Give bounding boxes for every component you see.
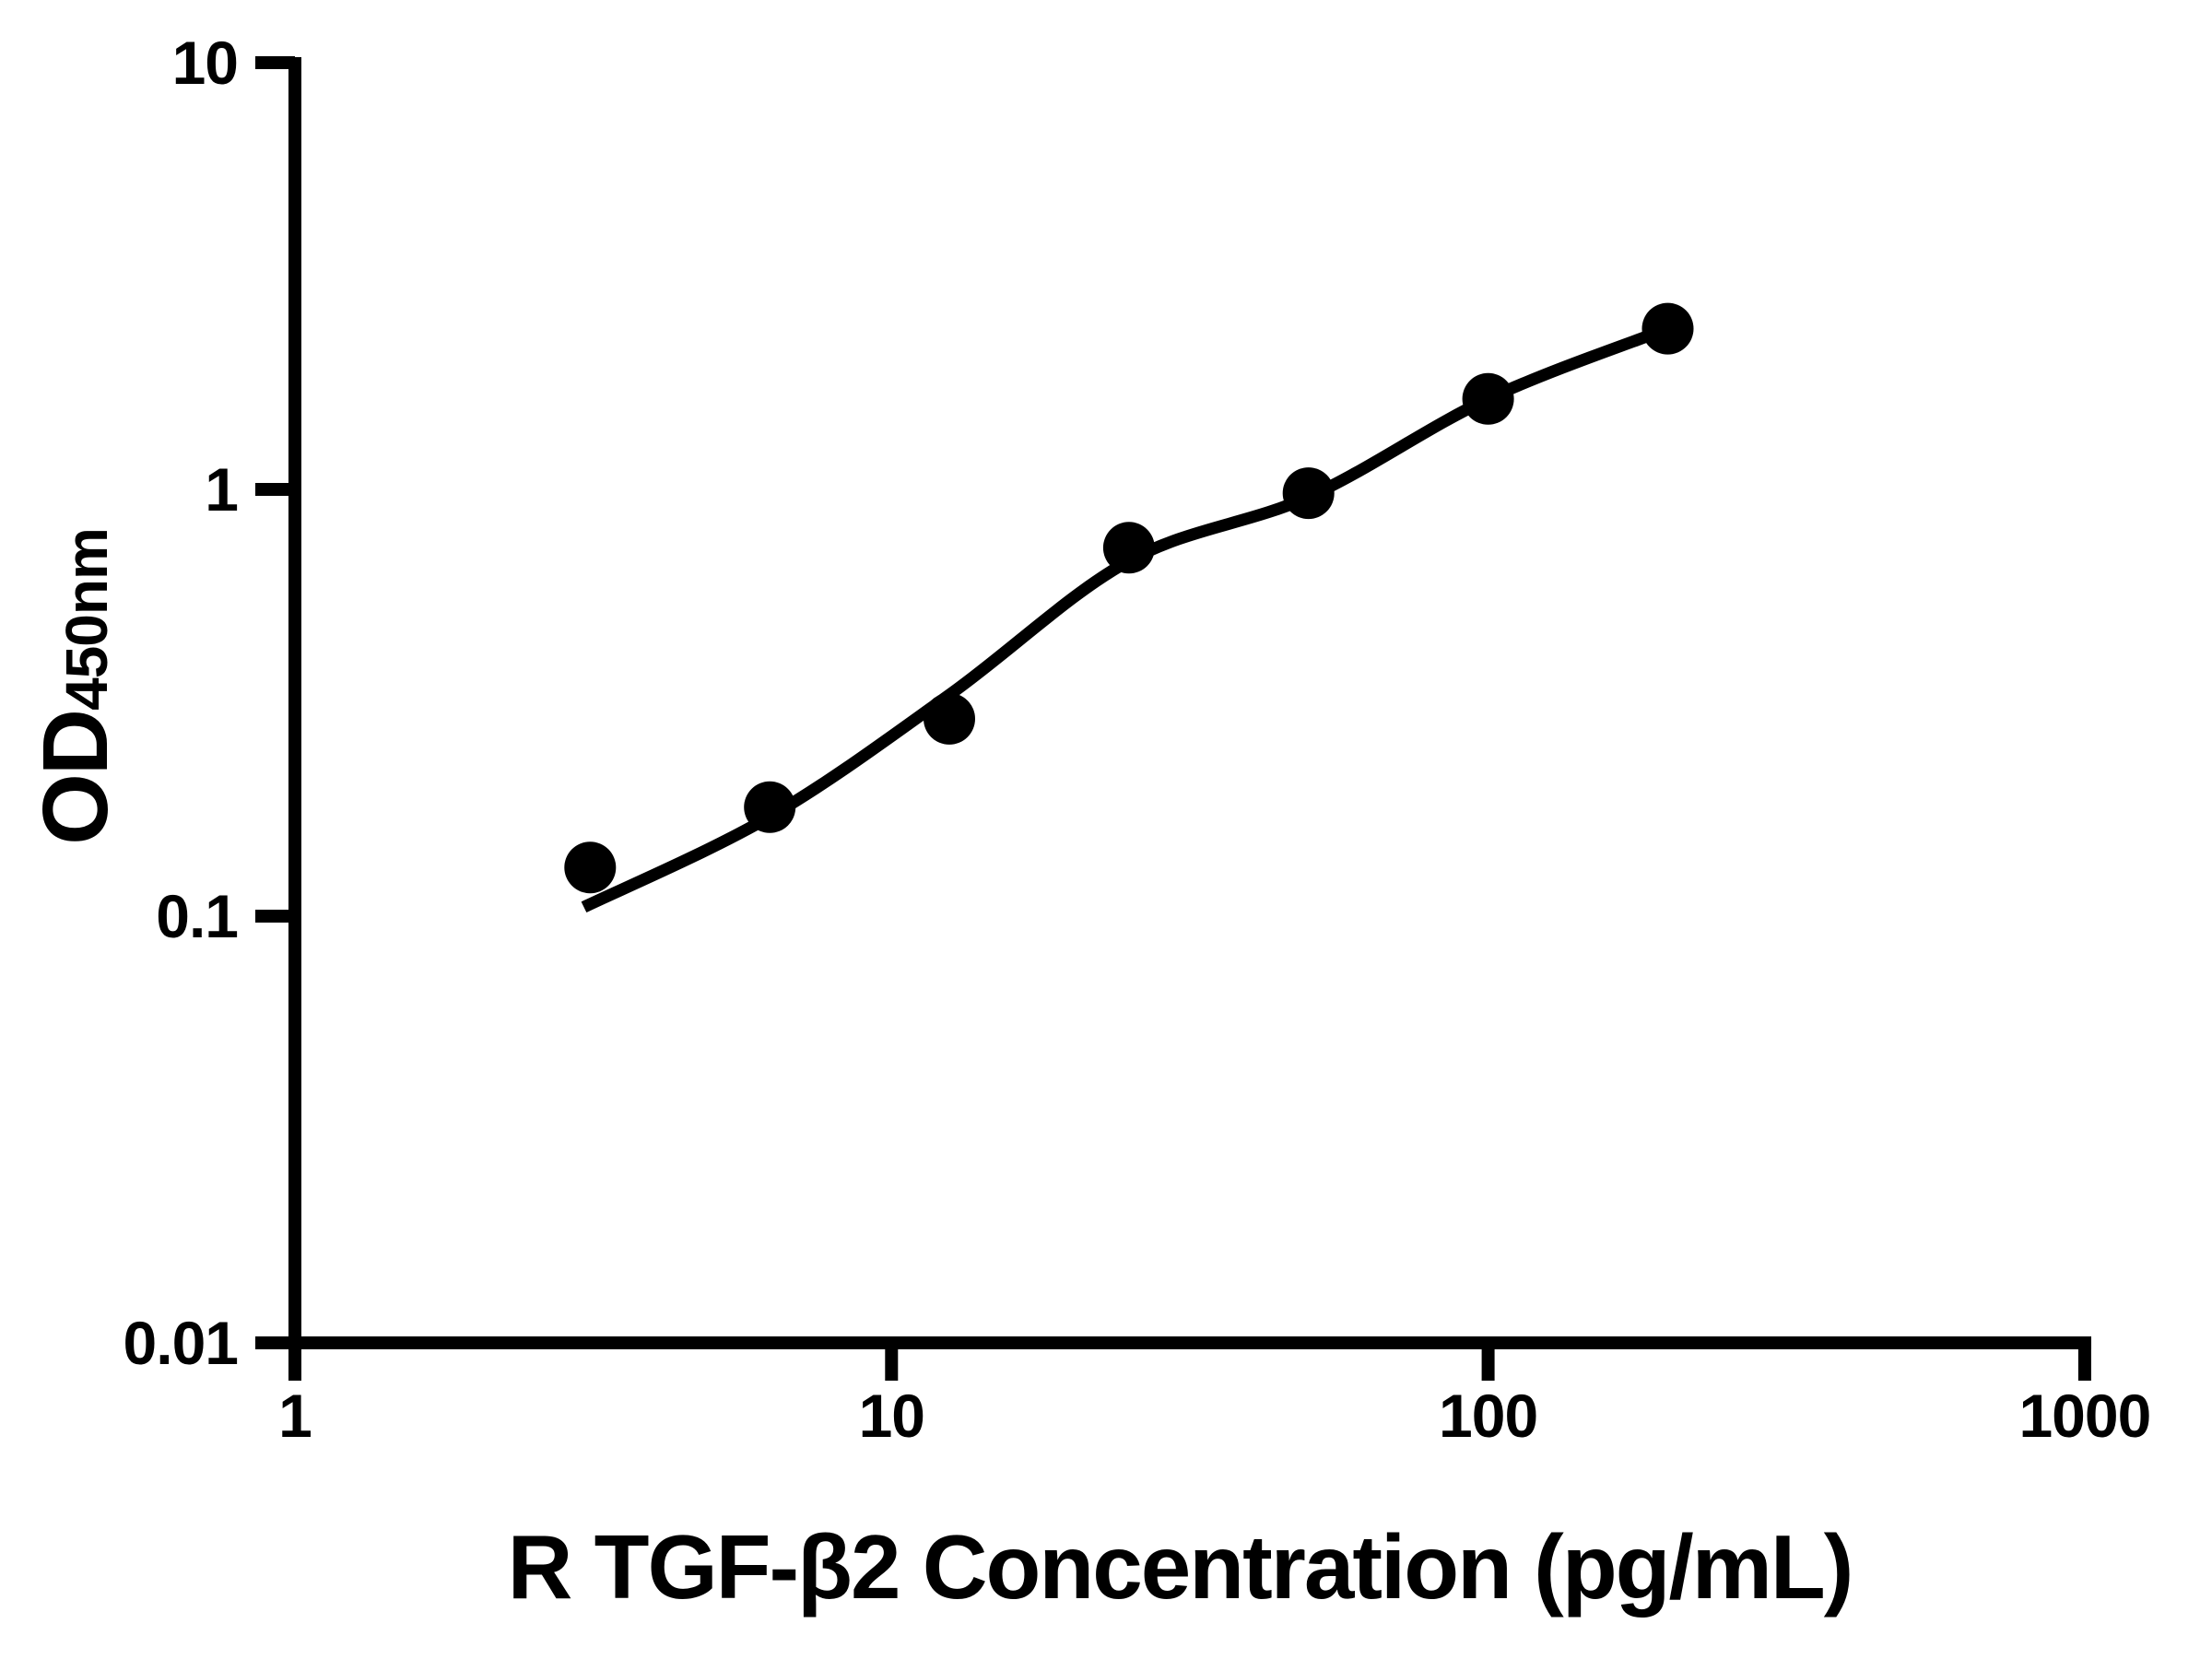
- y-axis-title-sub: 450nm: [53, 528, 120, 711]
- data-point-marker: [744, 781, 796, 833]
- x-tick-label: 1: [278, 1382, 312, 1450]
- data-point-marker: [564, 841, 617, 894]
- data-point-marker: [1102, 522, 1155, 574]
- x-tick-label: 100: [1439, 1382, 1538, 1450]
- data-point-marker: [1282, 467, 1335, 520]
- data-point-marker: [1641, 302, 1694, 355]
- data-point-marker: [1462, 372, 1514, 425]
- y-axis-title-main: OD: [24, 710, 127, 845]
- data-point-marker: [924, 692, 975, 745]
- x-tick-label: 10: [858, 1382, 925, 1450]
- y-tick-label: 1: [205, 455, 239, 524]
- y-tick-label: 0.1: [156, 882, 239, 950]
- x-axis-title: R TGF-β2 Concentration (pg/mL): [507, 1516, 1854, 1618]
- x-tick-label: 1000: [2018, 1382, 2151, 1450]
- y-axis-title: OD450nm: [24, 528, 127, 845]
- y-tick-label: 0.01: [123, 1309, 239, 1377]
- y-tick-label: 10: [171, 29, 239, 97]
